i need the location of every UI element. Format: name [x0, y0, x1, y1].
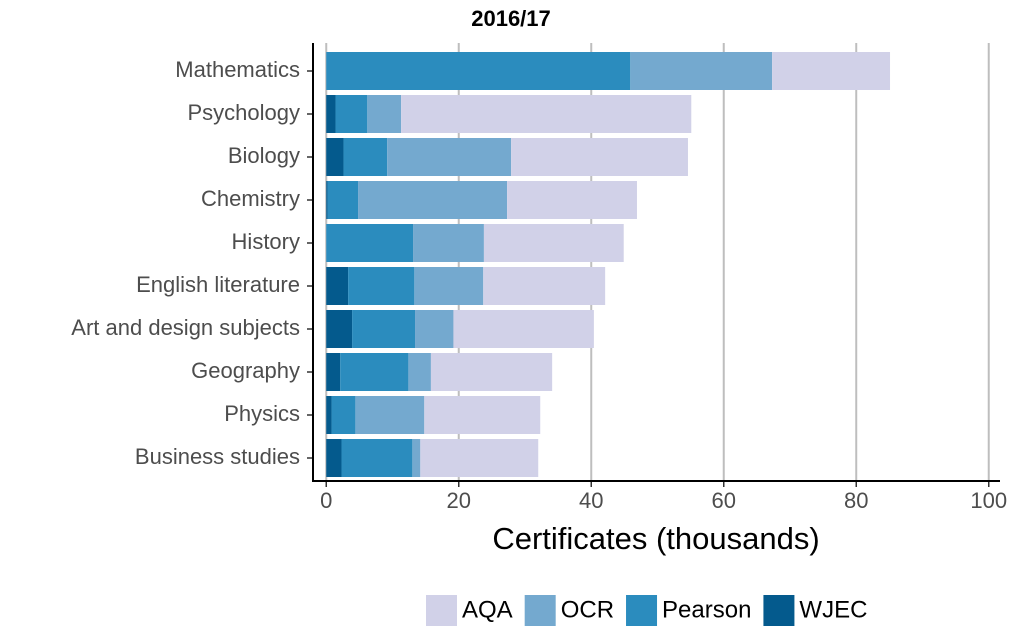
y-tick-label: Business studies: [135, 444, 300, 469]
bar-segment: [326, 138, 344, 176]
y-tick-label: Biology: [228, 143, 300, 168]
bar-segment: [507, 181, 637, 219]
legend-label: Pearson: [662, 596, 751, 623]
bar-segment: [340, 353, 409, 391]
bar-segment: [387, 138, 512, 176]
bar-segment: [326, 267, 349, 305]
bar-segment: [352, 310, 416, 348]
bar-segment: [327, 181, 359, 219]
bar-segment: [341, 439, 413, 477]
x-tick-label: 60: [712, 488, 736, 513]
y-tick-label: Art and design subjects: [71, 315, 300, 340]
bar-segment: [430, 353, 553, 391]
bar-segment: [630, 52, 773, 90]
bar-segment: [420, 439, 539, 477]
y-tick-label: Physics: [224, 401, 300, 426]
bar-segment: [483, 224, 624, 262]
bar-segment: [453, 310, 594, 348]
y-tick-label: Chemistry: [201, 186, 300, 211]
bar-segment: [326, 181, 328, 219]
y-tick-label: History: [232, 229, 300, 254]
bar-segment: [358, 181, 508, 219]
y-tick-label: Mathematics: [175, 57, 300, 82]
legend-swatch: [763, 595, 795, 626]
y-tick-label: Geography: [191, 358, 300, 383]
bar-segment: [355, 396, 425, 434]
bar-segment: [326, 224, 414, 262]
bar-segment: [412, 439, 421, 477]
bar-segment: [348, 267, 415, 305]
bar-segment: [483, 267, 606, 305]
x-tick-label: 20: [447, 488, 471, 513]
legend-swatch: [626, 595, 658, 626]
bar-segment: [401, 95, 692, 133]
bar-segment: [326, 353, 341, 391]
bar-segment: [331, 396, 356, 434]
x-tick-label: 0: [320, 488, 332, 513]
bar-segment: [511, 138, 688, 176]
bar-segment: [414, 267, 484, 305]
legend-swatch: [524, 595, 556, 626]
y-tick-label: English literature: [136, 272, 300, 297]
legend-label: OCR: [561, 596, 614, 623]
bar-segment: [772, 52, 891, 90]
bar-segment: [326, 52, 631, 90]
legend-label: AQA: [462, 596, 513, 623]
chart-title: 2016/17: [471, 6, 551, 31]
bar-segment: [413, 224, 484, 262]
legend-swatch: [426, 595, 457, 626]
bar-segment: [326, 95, 336, 133]
bar-segment: [326, 310, 353, 348]
x-tick-label: 100: [970, 488, 1007, 513]
bar-segment: [367, 95, 402, 133]
bar-segment: [326, 396, 332, 434]
bar-segment: [343, 138, 388, 176]
legend-label: WJEC: [799, 596, 867, 623]
x-tick-label: 40: [579, 488, 603, 513]
bar-segment: [326, 439, 342, 477]
y-tick-label: Psychology: [187, 100, 300, 125]
bar-segment: [415, 310, 454, 348]
bar-segment: [424, 396, 541, 434]
x-tick-label: 80: [844, 488, 868, 513]
x-axis-label: Certificates (thousands): [492, 521, 819, 556]
bar-segment: [408, 353, 431, 391]
bar-segment: [335, 95, 368, 133]
